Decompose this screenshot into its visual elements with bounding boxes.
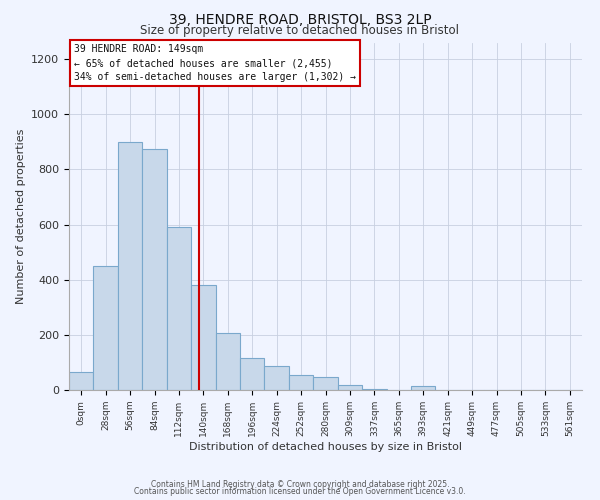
Y-axis label: Number of detached properties: Number of detached properties: [16, 128, 26, 304]
Bar: [118, 142, 142, 390]
Text: Contains public sector information licensed under the Open Government Licence v3: Contains public sector information licen…: [134, 487, 466, 496]
Bar: [411, 386, 436, 390]
Bar: [289, 375, 313, 390]
Bar: [338, 385, 362, 390]
Bar: [94, 266, 118, 390]
Bar: [167, 228, 191, 390]
Text: 39 HENDRE ROAD: 149sqm
← 65% of detached houses are smaller (2,455)
34% of semi-: 39 HENDRE ROAD: 149sqm ← 65% of detached…: [74, 44, 356, 82]
Text: Contains HM Land Registry data © Crown copyright and database right 2025.: Contains HM Land Registry data © Crown c…: [151, 480, 449, 489]
Text: 39, HENDRE ROAD, BRISTOL, BS3 2LP: 39, HENDRE ROAD, BRISTOL, BS3 2LP: [169, 12, 431, 26]
Bar: [69, 372, 94, 390]
X-axis label: Distribution of detached houses by size in Bristol: Distribution of detached houses by size …: [189, 442, 462, 452]
Text: Size of property relative to detached houses in Bristol: Size of property relative to detached ho…: [140, 24, 460, 37]
Bar: [265, 366, 289, 390]
Bar: [142, 148, 167, 390]
Bar: [313, 377, 338, 390]
Bar: [215, 334, 240, 390]
Bar: [240, 358, 265, 390]
Bar: [191, 285, 215, 390]
